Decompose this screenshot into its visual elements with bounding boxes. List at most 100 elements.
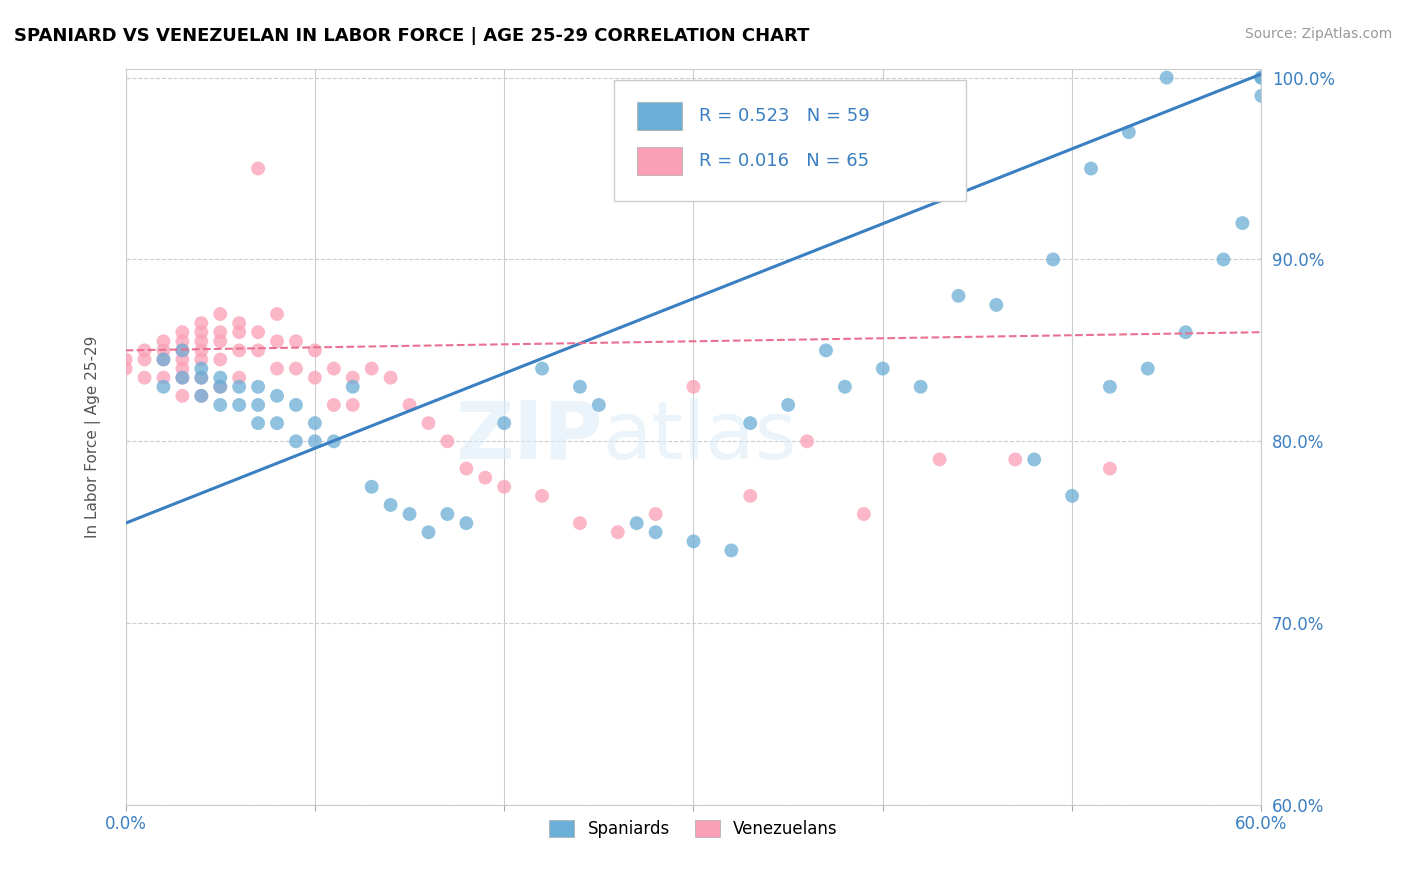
Point [418,416,440,430]
Point [228,343,250,358]
Point [1004,452,1026,467]
Point [172,370,194,384]
Point [644,525,666,540]
Point [172,352,194,367]
FancyBboxPatch shape [614,79,966,201]
Point [456,461,478,475]
Legend: Spaniards, Venezuelans: Spaniards, Venezuelans [543,813,845,845]
Point [436,507,458,521]
Point [342,398,364,412]
Point [209,380,232,394]
Point [436,434,458,449]
Point [322,361,344,376]
Point [398,507,420,521]
Point [285,361,308,376]
Point [172,343,194,358]
Point [172,334,194,349]
Text: Source: ZipAtlas.com: Source: ZipAtlas.com [1244,27,1392,41]
Point [1098,380,1121,394]
Point [172,343,194,358]
Point [588,398,610,412]
Point [152,343,174,358]
Point [152,334,174,349]
Point [285,398,308,412]
Point [1212,252,1234,267]
Point [209,398,232,412]
Point [304,370,326,384]
Point [134,352,156,367]
Point [644,507,666,521]
Point [285,434,308,449]
Point [1118,125,1140,139]
Point [682,380,704,394]
Text: atlas: atlas [603,398,797,475]
Point [1024,452,1046,467]
Point [190,370,212,384]
Point [247,343,270,358]
Point [247,398,270,412]
Point [266,307,288,321]
Point [209,325,232,339]
Point [1060,489,1083,503]
Point [568,516,591,530]
Point [114,361,136,376]
Point [1250,88,1272,103]
Point [1174,325,1197,339]
Point [872,361,894,376]
Point [740,416,762,430]
Point [814,343,837,358]
Point [228,370,250,384]
Point [209,370,232,384]
Point [228,316,250,330]
Point [474,471,496,485]
Point [910,380,932,394]
Point [398,398,420,412]
Point [1042,252,1064,267]
Point [531,489,554,503]
Point [152,380,174,394]
Point [209,352,232,367]
Point [928,452,950,467]
Point [172,389,194,403]
Point [568,380,591,394]
Point [247,416,270,430]
Point [304,416,326,430]
Point [778,398,800,412]
Point [531,361,554,376]
Point [266,416,288,430]
Point [304,434,326,449]
Point [152,352,174,367]
Point [247,380,270,394]
Point [418,525,440,540]
Point [190,352,212,367]
Point [247,325,270,339]
Point [304,343,326,358]
Point [1250,70,1272,85]
Point [1156,70,1178,85]
Point [986,298,1008,312]
Text: R = 0.016   N = 65: R = 0.016 N = 65 [699,152,869,169]
Point [948,289,970,303]
Y-axis label: In Labor Force | Age 25-29: In Labor Force | Age 25-29 [86,335,101,538]
Point [456,516,478,530]
Point [114,352,136,367]
Point [682,534,704,549]
Point [209,380,232,394]
Point [852,507,875,521]
Point [228,398,250,412]
Point [720,543,742,558]
Point [266,334,288,349]
Point [190,389,212,403]
FancyBboxPatch shape [637,103,682,130]
Point [796,434,818,449]
Point [190,370,212,384]
Point [247,161,270,176]
Point [1250,70,1272,85]
Point [172,325,194,339]
Point [740,489,762,503]
Point [190,361,212,376]
Point [1136,361,1159,376]
Point [360,480,382,494]
Point [494,416,516,430]
Point [1098,461,1121,475]
